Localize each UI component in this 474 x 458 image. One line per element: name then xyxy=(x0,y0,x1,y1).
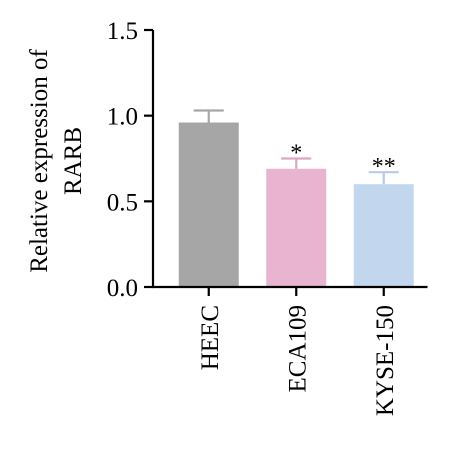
y-axis-title: Relative expression of RARB xyxy=(26,49,87,273)
y-tick-label: 1.5 xyxy=(107,18,138,45)
y-tick-label: 1.0 xyxy=(107,104,138,131)
y-axis-title-line-2: RARB xyxy=(60,127,87,195)
y-axis: 0.0 0.5 1.0 1.5 xyxy=(107,18,155,302)
x-tick-label: KYSE-150 xyxy=(372,305,399,416)
x-tick-label: HEEC xyxy=(197,305,224,370)
bar-eca109 xyxy=(266,168,327,287)
significance-marker: * xyxy=(290,141,302,167)
bars: *** xyxy=(178,109,414,288)
significance-marker: ** xyxy=(372,154,396,180)
bar-heec xyxy=(178,122,239,288)
bar-kyse-150 xyxy=(353,184,414,287)
y-tick-label: 0.5 xyxy=(107,189,138,216)
x-axis: HEEC ECA109 KYSE-150 xyxy=(152,285,428,416)
x-tick-label: ECA109 xyxy=(284,305,311,393)
y-axis-title-line-1: Relative expression of xyxy=(26,49,53,273)
y-tick-label: 0.0 xyxy=(107,275,138,302)
